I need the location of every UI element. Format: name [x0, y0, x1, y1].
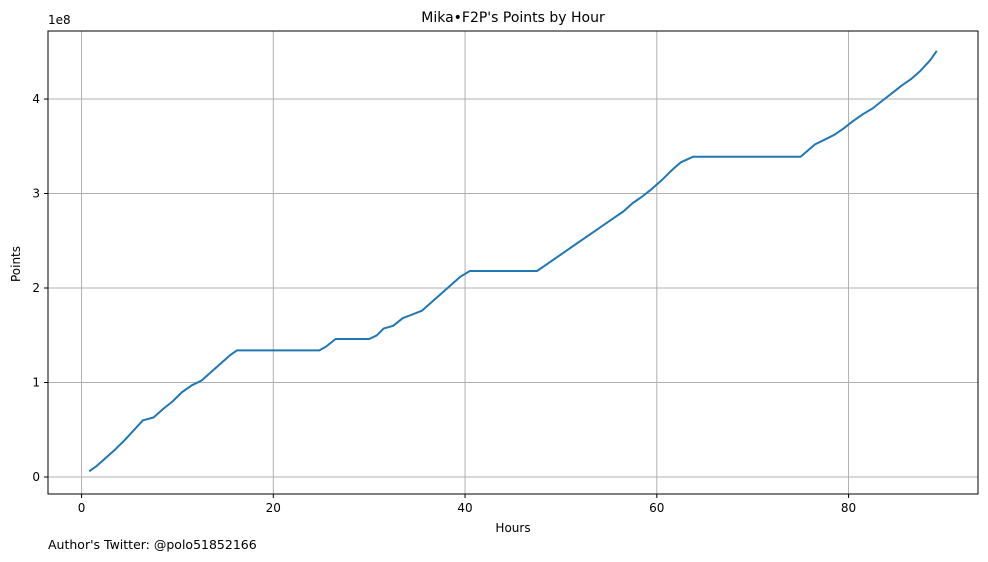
- x-tick-label: 60: [649, 501, 664, 515]
- x-axis-ticks: 0 20 40 60 80: [78, 494, 856, 515]
- x-tick-label: 20: [266, 501, 281, 515]
- y-tick-label: 0: [32, 470, 40, 484]
- y-axis-label: Points: [9, 246, 23, 282]
- series-line: [88, 50, 938, 473]
- x-tick-label: 0: [78, 501, 86, 515]
- y-tick-label: 2: [32, 281, 40, 295]
- chart-title: Mika•F2P's Points by Hour: [421, 10, 605, 26]
- y-tick-label: 4: [32, 92, 40, 106]
- y-tick-label: 3: [32, 187, 40, 201]
- y-offset-label: 1e8: [48, 13, 71, 27]
- y-axis-ticks: 0 1 2 3 4: [32, 92, 48, 484]
- author-footer: Author's Twitter: @polo51852166: [48, 537, 257, 552]
- plot-frame: [47, 30, 979, 495]
- y-tick-label: 1: [32, 376, 40, 390]
- x-tick-label: 40: [457, 501, 472, 515]
- x-axis-label: Hours: [495, 521, 530, 535]
- grid-lines: [48, 31, 978, 494]
- x-tick-label: 80: [841, 501, 856, 515]
